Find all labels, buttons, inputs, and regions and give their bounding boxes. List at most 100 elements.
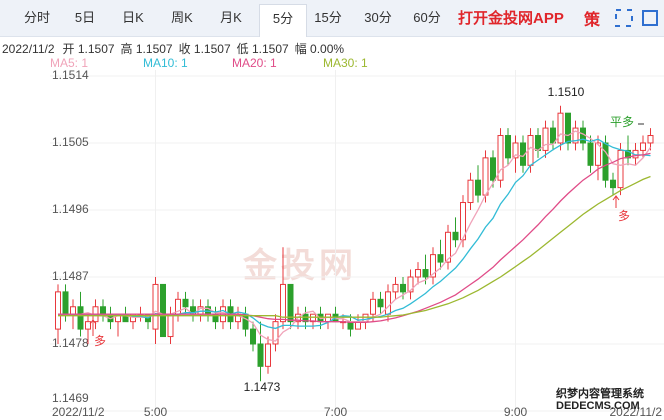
fullscreen-icon[interactable] <box>615 9 633 27</box>
legend-item: MA10: 1 <box>143 56 188 70</box>
arrow <box>612 195 620 208</box>
annotation: 多 <box>618 209 630 223</box>
candle-body <box>62 291 69 315</box>
candle-body <box>242 313 249 330</box>
candle-body <box>407 276 414 293</box>
ma-line <box>58 138 651 330</box>
tab[interactable]: 日K <box>122 10 144 25</box>
candle-body <box>505 135 511 159</box>
candle-body <box>422 269 429 278</box>
x-tick-label: 2022/11/2 <box>610 405 663 419</box>
x-tick-label: 2022/11/2 <box>52 405 105 419</box>
candle-body <box>565 112 571 144</box>
tab[interactable]: 5日 <box>74 10 96 25</box>
candle-body <box>490 157 496 181</box>
candle-body <box>572 127 579 144</box>
candle-body <box>602 142 609 181</box>
candle-body <box>377 298 384 308</box>
strategy-button[interactable]: 策 <box>584 12 601 29</box>
candle-body <box>100 306 106 315</box>
candle-body <box>70 306 76 315</box>
candle-body <box>497 135 504 181</box>
annotation: 平多 <box>610 115 634 129</box>
candle-body <box>587 142 594 166</box>
y-tick-label: 1.1496 <box>52 202 89 216</box>
candle-body <box>182 298 189 308</box>
candle-body <box>302 313 309 323</box>
candle-body <box>257 343 264 367</box>
candle-body <box>250 328 256 345</box>
tab[interactable]: 周K <box>171 10 193 25</box>
expand-icon[interactable] <box>642 10 658 26</box>
candle-body <box>392 283 399 293</box>
tool-icons[interactable] <box>612 8 662 28</box>
tab-bar: 分时 5日 日K 周K 月K 5分 15分 30分 60分 <box>0 0 664 37</box>
x-tick-label: 9:00 <box>504 405 528 419</box>
y-tick-label: 1.1505 <box>52 135 89 149</box>
candle-body <box>625 149 631 159</box>
annotation: 1.1510 <box>548 85 585 99</box>
info-item: 2022/11/2 <box>2 42 55 56</box>
x-tick-label: 5:00 <box>144 405 168 419</box>
candle-body <box>557 112 564 144</box>
legend-item: MA30: 1 <box>323 56 368 70</box>
candle-body <box>272 321 279 345</box>
tab[interactable]: 分时 <box>23 10 50 25</box>
arrow <box>89 319 97 336</box>
candle-body <box>167 313 174 338</box>
y-tick-label: 1.1487 <box>52 269 89 283</box>
y-tick-label: 1.1478 <box>52 336 89 350</box>
candle-body <box>460 202 466 241</box>
info-item: 低 1.1507 <box>236 42 289 56</box>
candle-body <box>385 291 391 315</box>
candle-body <box>535 135 541 151</box>
info-item: 高 1.1507 <box>120 42 173 56</box>
candle-body <box>310 313 316 323</box>
candle-body <box>467 179 474 204</box>
candle-body <box>550 127 556 144</box>
info-item: 幅 0.00% <box>294 42 345 56</box>
ma-line <box>58 130 652 342</box>
app-button[interactable]: 打开金投网APP <box>458 10 564 27</box>
annotation: 1.1473 <box>244 380 281 394</box>
candle-body <box>542 127 549 151</box>
legend-item: MA5: 1 <box>50 56 89 70</box>
watermark: 金投网 <box>242 246 357 285</box>
candle-body <box>77 306 84 330</box>
candle-body <box>370 298 376 315</box>
tab[interactable]: 30分 <box>364 10 392 25</box>
candle-body <box>430 254 436 278</box>
tab[interactable]: 15分 <box>314 10 342 25</box>
legend: MA5: 1 MA10: 1 MA20: 1 MA30: 1 <box>0 56 664 70</box>
site-mark: 织梦内容管理系统 <box>556 386 644 400</box>
candle-body <box>160 283 166 338</box>
candle-body <box>55 291 61 330</box>
ma-line <box>58 152 651 324</box>
info-item: 开 1.1507 <box>62 42 115 56</box>
x-tick-label: 7:00 <box>324 405 348 419</box>
annotation: 多 <box>94 334 106 348</box>
candle-body <box>437 254 444 263</box>
candle-body <box>265 343 271 367</box>
candle-body <box>287 283 294 323</box>
candle-body <box>280 283 286 323</box>
candle-body <box>482 157 489 196</box>
candle-body <box>617 149 624 189</box>
info-line: 2022/11/2 开 1.1507 高 1.1507 收 1.1507 低 1.150… <box>2 40 350 57</box>
tab[interactable]: 60分 <box>413 10 441 25</box>
candle-body <box>452 231 459 241</box>
candle-body <box>595 142 601 166</box>
tab[interactable]: 5分 <box>259 4 307 37</box>
tab[interactable]: 月K <box>220 10 242 25</box>
candle-body <box>415 269 421 278</box>
candle-body <box>85 321 91 330</box>
candle-body <box>610 179 616 189</box>
info-item: 收 1.1507 <box>178 42 231 56</box>
candle-body <box>512 142 519 159</box>
candle-body <box>640 142 646 151</box>
candle-body <box>647 135 654 144</box>
candle-body <box>475 179 481 196</box>
site-mark: DEDECMS.COM <box>556 400 640 412</box>
